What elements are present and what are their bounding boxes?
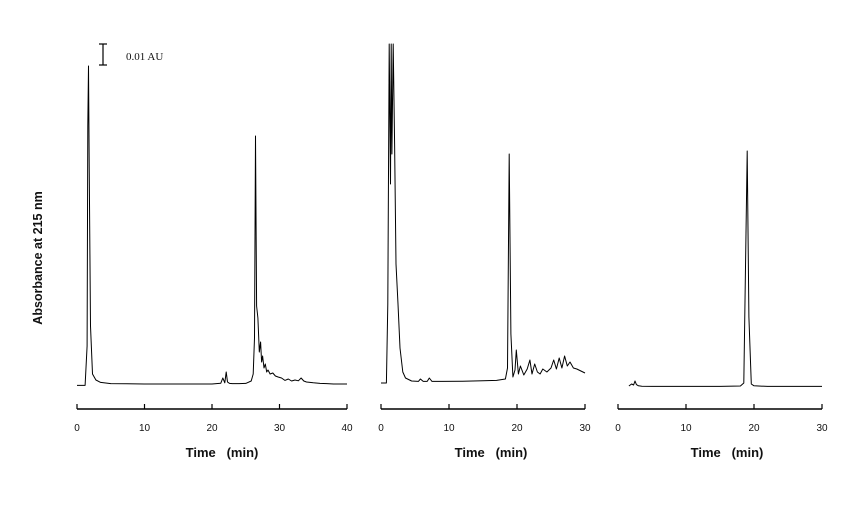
x-tick-label: 30 [579,423,591,434]
x-axis-title: Time (min) [186,445,259,460]
scale-bar [99,43,107,66]
x-tick-label: 10 [139,423,151,434]
x-tick-label: 0 [378,423,384,434]
x-tick-label: 30 [274,423,286,434]
x-axis-title: Time (min) [455,445,528,460]
x-tick-label: 0 [74,423,80,434]
x-tick-label: 40 [341,423,353,434]
chromatogram-panel-3: 0 10 20 30 Time (min) [615,150,828,460]
x-tick-label: 20 [206,423,218,434]
x-tick-label: 20 [748,423,760,434]
x-tick-label: 20 [511,423,523,434]
x-tick-label: 0 [615,423,621,434]
y-axis-label: Absorbance at 215 nm [31,191,45,324]
x-tick-label: 30 [816,423,828,434]
scale-bar-label: 0.01 AU [126,51,163,63]
chromatogram-panel-2: 0 10 20 30 Time (min) [378,43,591,460]
chromatogram-trace [77,65,347,386]
x-axis-title: Time (min) [691,445,764,460]
x-tick-label: 10 [443,423,455,434]
chromatogram-trace [381,43,586,384]
x-tick-label: 10 [680,423,692,434]
chromatogram-panel-1: 0 10 20 30 40 Time (min) [74,65,353,460]
chromatogram-trace [628,150,822,387]
